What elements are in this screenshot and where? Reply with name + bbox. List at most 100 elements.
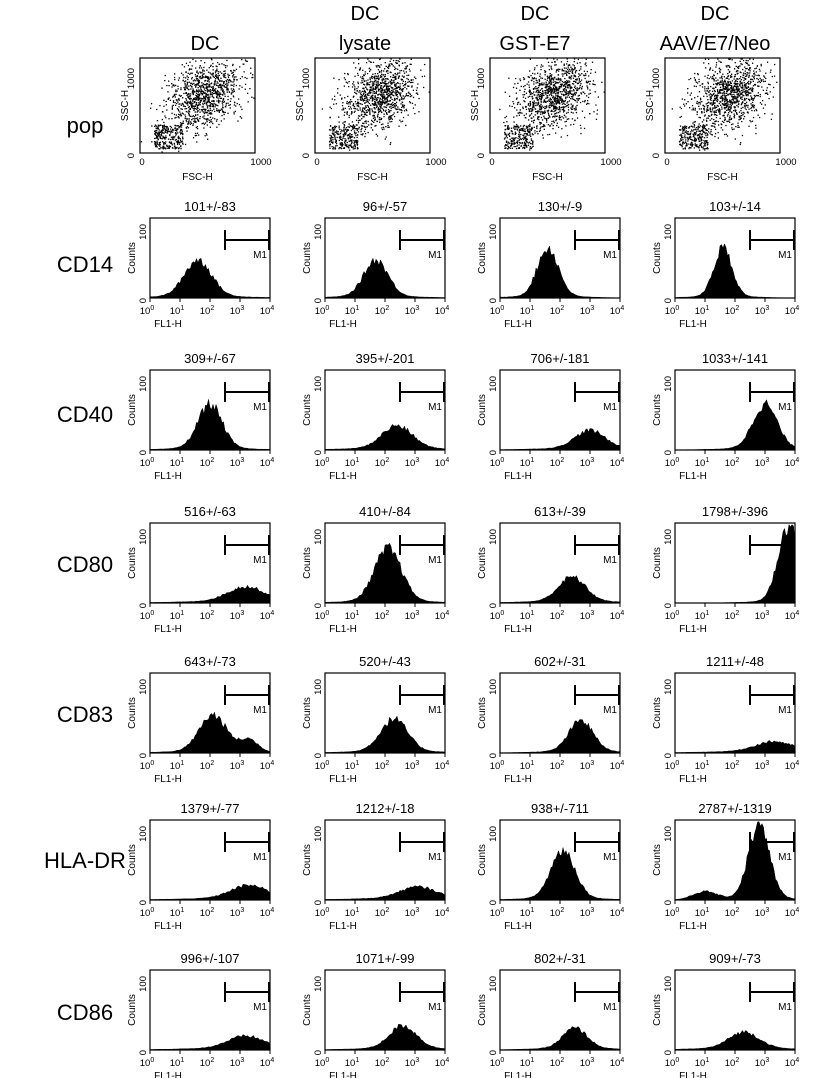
- scatter-point: [188, 106, 190, 108]
- scatter-point: [554, 115, 556, 117]
- scatter-point: [388, 85, 390, 87]
- scatter-point: [529, 125, 531, 128]
- scatter-point: [517, 125, 519, 127]
- scatter-point: [680, 138, 682, 140]
- scatter-point: [719, 77, 721, 79]
- scatter-point: [364, 86, 367, 88]
- scatter-point: [204, 84, 206, 86]
- scatter-point: [194, 120, 196, 122]
- scatter-point: [165, 137, 167, 139]
- scatter-point: [386, 101, 388, 103]
- scatter-point: [211, 103, 213, 105]
- scatter-point: [722, 73, 724, 75]
- scatter-point: [717, 92, 719, 94]
- scatter-point: [735, 100, 737, 103]
- scatter-point: [710, 114, 713, 116]
- scatter-point: [737, 70, 739, 72]
- scatter-point: [350, 129, 353, 132]
- scatter-point: [334, 125, 336, 127]
- scatter-point: [752, 98, 754, 100]
- scatter-point: [740, 96, 742, 98]
- scatter-point: [714, 106, 716, 108]
- scatter-point: [167, 127, 169, 129]
- scatter-point: [373, 114, 375, 117]
- scatter-point: [708, 94, 710, 96]
- scatter-point: [528, 110, 530, 112]
- scatter-point: [718, 124, 720, 126]
- scatter-point: [733, 88, 735, 90]
- scatter-point: [399, 70, 401, 72]
- scatter-point: [707, 99, 709, 101]
- scatter-point: [158, 133, 160, 135]
- scatter-point: [200, 99, 202, 101]
- scatter-point: [330, 129, 332, 131]
- scatter-point: [595, 118, 598, 120]
- scatter-point: [521, 130, 523, 132]
- scatter-point: [529, 128, 531, 130]
- scatter-point: [723, 103, 725, 105]
- scatter-point: [565, 112, 568, 114]
- scatter-point: [568, 70, 570, 72]
- scatter-point: [151, 141, 153, 143]
- scatter-point: [723, 86, 725, 88]
- scatter-point: [690, 136, 692, 138]
- scatter-point: [201, 110, 203, 112]
- scatter-point: [338, 147, 340, 150]
- row-label: CD40: [57, 402, 113, 427]
- scatter-point: [186, 81, 188, 84]
- scatter-point: [212, 86, 214, 88]
- scatter-point: [211, 105, 214, 108]
- scatter-point: [724, 79, 726, 81]
- scatter-point: [184, 101, 186, 103]
- scatter-point: [536, 118, 539, 120]
- scatter-point: [703, 142, 705, 144]
- scatter-point: [539, 73, 541, 75]
- scatter-point: [549, 116, 551, 118]
- scatter-point: [197, 99, 199, 101]
- scatter-point: [198, 98, 200, 100]
- scatter-frame: [664, 57, 781, 154]
- scatter-point: [369, 77, 371, 79]
- scatter-point: [382, 78, 385, 80]
- scatter-point: [540, 103, 542, 105]
- scatter-point: [352, 126, 354, 129]
- scatter-point: [172, 128, 174, 130]
- scatter-point: [336, 132, 338, 135]
- scatter-point: [550, 91, 552, 93]
- scatter-point: [594, 91, 596, 93]
- scatter-point: [194, 120, 197, 122]
- scatter-point: [694, 97, 696, 99]
- scatter-point: [172, 84, 174, 86]
- scatter-point: [523, 94, 526, 96]
- scatter-point: [514, 138, 516, 140]
- scatter-point: [166, 145, 168, 147]
- scatter-point: [375, 81, 378, 83]
- scatter-point: [385, 106, 388, 109]
- scatter-point: [700, 129, 703, 132]
- scatter-point: [397, 111, 399, 113]
- scatter-point: [537, 92, 539, 94]
- scatter-point: [211, 95, 213, 98]
- scatter-point: [377, 75, 379, 78]
- scatter-point: [584, 93, 586, 95]
- column-header-line1: DC: [351, 3, 380, 25]
- scatter-point: [201, 90, 203, 92]
- scatter-point: [555, 120, 557, 122]
- scatter-point: [714, 123, 716, 125]
- scatter-point: [380, 84, 382, 87]
- scatter-point: [692, 143, 694, 146]
- scatter-point: [403, 72, 406, 74]
- scatter-point: [386, 97, 388, 99]
- scatter-point: [196, 107, 198, 109]
- scatter-point: [343, 126, 345, 128]
- scatter-point: [754, 68, 756, 70]
- scatter-point: [360, 125, 363, 127]
- scatter-point: [218, 63, 221, 66]
- scatter-point: [713, 107, 715, 109]
- scatter-point: [211, 59, 213, 61]
- scatter-point: [528, 84, 530, 86]
- scatter-point: [199, 97, 201, 99]
- scatter-point: [373, 90, 375, 93]
